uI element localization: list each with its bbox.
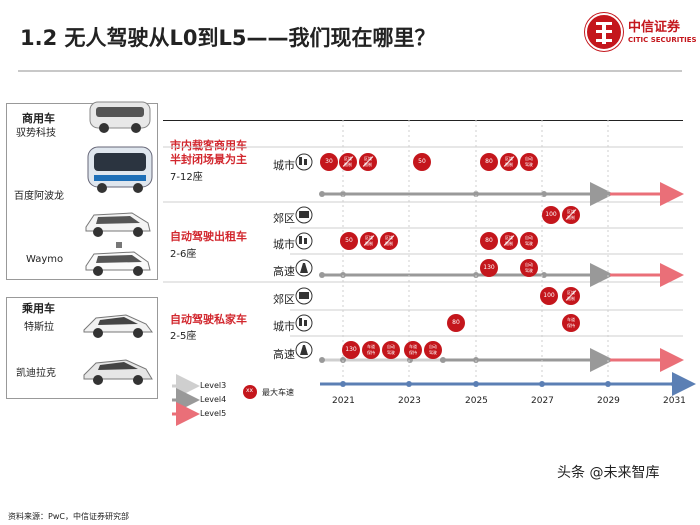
tick-2027: 2027 <box>531 396 554 406</box>
commercial-vehicle-panel <box>6 103 158 280</box>
segment-2-seats: 2-6座 <box>170 249 197 260</box>
legend-max-speed: 最大车速 <box>262 388 294 397</box>
strike-mark <box>363 235 375 246</box>
road-city-3: 城市 <box>273 320 295 333</box>
autonomous-badge: 自动 驾驶 <box>520 232 538 250</box>
speed-badge: 130 <box>342 341 360 359</box>
strike-mark <box>565 290 577 301</box>
segment-3-seats: 2-5座 <box>170 331 197 342</box>
segment-1-label-line1: 市内载客商用车 <box>170 139 247 152</box>
waymo-car-image <box>85 242 151 276</box>
legend-arrows <box>172 374 257 426</box>
tick-2031: 2031 <box>663 396 686 406</box>
tick-2029: 2029 <box>597 396 620 406</box>
speed-badge: 80 <box>480 153 498 171</box>
strike-mark <box>565 209 577 220</box>
page-title: 1.2 无人驾驶从L0到L5——我们现在哪里？ <box>20 26 436 50</box>
road-icons <box>295 153 313 359</box>
speed-badge: 30 <box>320 153 338 171</box>
company-uisee: 驭势科技 <box>16 128 56 139</box>
legend-level3: Level3 <box>200 381 227 390</box>
speed-badge: 100 <box>542 206 560 224</box>
legend-level5: Level5 <box>200 409 227 418</box>
area-limit-badge: 区域 限制 <box>562 206 580 224</box>
uisee-shuttle-image <box>89 101 151 133</box>
logo-chinese-text: 中信证券 <box>628 20 681 35</box>
tesla-car-image <box>83 314 153 338</box>
road-city-2: 城市 <box>273 238 295 251</box>
title-divider <box>18 70 682 72</box>
area-limit-badge: 区域 限制 <box>360 232 378 250</box>
tick-2023: 2023 <box>398 396 421 406</box>
commercial-title: 商用车 <box>22 112 55 125</box>
area-limit-badge: 区域 限制 <box>380 232 398 250</box>
citic-logo: 中信证券 CITIC SECURITIES <box>584 12 697 54</box>
year-guides <box>342 120 609 380</box>
speed-badge: 80 <box>480 232 498 250</box>
speed-badge: 100 <box>540 287 558 305</box>
speed-badge: 80 <box>447 314 465 332</box>
taxi-suv-image <box>85 212 151 237</box>
company-baidu-apollo: 百度阿波龙 <box>14 191 64 202</box>
passenger-vehicle-panel <box>6 297 158 399</box>
lane-keep-badge: 车道 保持 <box>362 341 380 359</box>
strike-mark <box>362 156 374 167</box>
row-lines <box>163 146 683 337</box>
speed-badge: 50 <box>340 232 358 250</box>
segment-1-label-line2: 半封闭场景为主 <box>170 153 247 166</box>
apolong-bus-image <box>87 146 153 193</box>
autonomous-badge: 自动 驾驶 <box>520 153 538 171</box>
watermark: 头条 @未来智库 <box>557 465 660 481</box>
citic-logo-icon <box>584 12 624 52</box>
autonomous-badge: 自动 驾驶 <box>382 341 400 359</box>
legend-badge-text: xx <box>246 387 254 394</box>
company-tesla: 特斯拉 <box>24 322 54 333</box>
strike-mark <box>503 156 515 167</box>
road-suburb-2: 郊区 <box>273 212 295 225</box>
area-limit-badge: 区域 限制 <box>359 153 377 171</box>
speed-badge: 50 <box>413 153 431 171</box>
area-limit-badge: 区域 限制 <box>500 232 518 250</box>
company-waymo: Waymo <box>26 254 64 265</box>
cadillac-car-image <box>83 359 153 385</box>
segment-3-label: 自动驾驶私家车 <box>170 313 247 326</box>
segment-2-label: 自动驾驶出租车 <box>170 230 247 243</box>
area-limit-badge: 区域 限制 <box>339 153 357 171</box>
axis-ticks <box>340 381 677 387</box>
lane-keep-badge: 车道 保持 <box>404 341 422 359</box>
segment-1-seats: 7-12座 <box>170 172 203 183</box>
tick-2025: 2025 <box>465 396 488 406</box>
strike-mark <box>342 156 354 167</box>
autonomous-badge: 自动 驾驶 <box>520 259 538 277</box>
road-highway-3: 高速 <box>273 348 295 361</box>
logo-english-text: CITIC SECURITIES <box>628 36 697 44</box>
speed-badge: 130 <box>480 259 498 277</box>
passenger-title: 乘用车 <box>22 302 55 315</box>
level-arrows <box>319 182 684 372</box>
area-limit-badge: 区域 限制 <box>562 287 580 305</box>
area-limit-badge: 区域 限制 <box>500 153 518 171</box>
legend-level4: Level4 <box>200 395 227 404</box>
road-highway-2: 高速 <box>273 265 295 278</box>
tick-2021: 2021 <box>332 396 355 406</box>
strike-mark <box>503 235 515 246</box>
road-suburb-3: 郊区 <box>273 293 295 306</box>
source-caption: 资料来源：PwC，中信证券研究部 <box>8 512 129 521</box>
timeline-top-rule <box>163 120 683 121</box>
company-cadillac: 凯迪拉克 <box>16 368 56 379</box>
autonomous-badge: 自动 驾驶 <box>424 341 442 359</box>
lane-keep-badge: 车道 保持 <box>562 314 580 332</box>
strike-mark <box>383 235 395 246</box>
road-city-1: 城市 <box>273 159 295 172</box>
